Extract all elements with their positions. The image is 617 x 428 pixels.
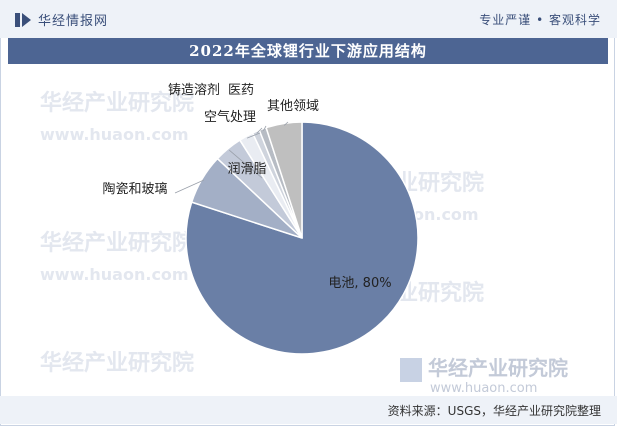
watermark-logo-icon — [400, 358, 422, 382]
leader-lines — [174, 121, 289, 194]
leader-line — [246, 132, 261, 139]
source-note: 资料来源：USGS，华经产业研究院整理 — [387, 404, 601, 418]
chart-title: 2022年全球锂行业下游应用结构 — [8, 38, 608, 64]
leader-line — [263, 125, 267, 131]
slice-label: 医药 — [228, 83, 254, 98]
brand-logo-icon — [15, 12, 31, 27]
brand[interactable]: 华经情报网 — [14, 10, 108, 29]
leader-line — [229, 149, 263, 179]
slice-label: 电池, 80% — [328, 276, 391, 291]
logo-watermark: 华经产业研究院 www.huaon.com — [400, 356, 568, 396]
watermark-text: 华经产业研究院 — [40, 90, 194, 116]
leader-line — [256, 127, 263, 134]
pie-chart: 华经产业研究院 www.huaon.com 华经产业研究院 www.huaon.… — [40, 82, 568, 396]
pie-slice — [185, 121, 419, 355]
slice-label: 其他领域 — [267, 99, 319, 114]
watermark-logo-text: 华经产业研究院 — [428, 356, 568, 380]
watermark-url: www.huaon.com — [40, 265, 189, 284]
pie-slices — [185, 121, 419, 355]
slice-label: 陶瓷和玻璃 — [102, 181, 167, 197]
leader-line — [174, 179, 205, 194]
slogan: 专业严谨 • 客观科学 — [479, 13, 601, 27]
leader-line — [283, 121, 289, 126]
pie-slice — [265, 121, 303, 239]
watermark-text: 华经产业研究院 — [40, 230, 194, 256]
slice-label: 润滑脂 — [227, 162, 266, 177]
brand-name: 华经情报网 — [38, 14, 109, 29]
footer-bar: 资料来源：USGS，华经产业研究院整理 — [0, 396, 617, 424]
slice-label: 空气处理 — [204, 109, 256, 125]
watermark-text: 华经产业研究院 — [40, 350, 194, 376]
watermark-url: www.huaon.com — [40, 125, 189, 144]
slice-label: 铸造溶剂 — [168, 82, 220, 98]
header-bar: 华经情报网 专业严谨 • 客观科学 — [0, 0, 617, 38]
watermark-logo-url: www.huaon.com — [430, 381, 537, 396]
